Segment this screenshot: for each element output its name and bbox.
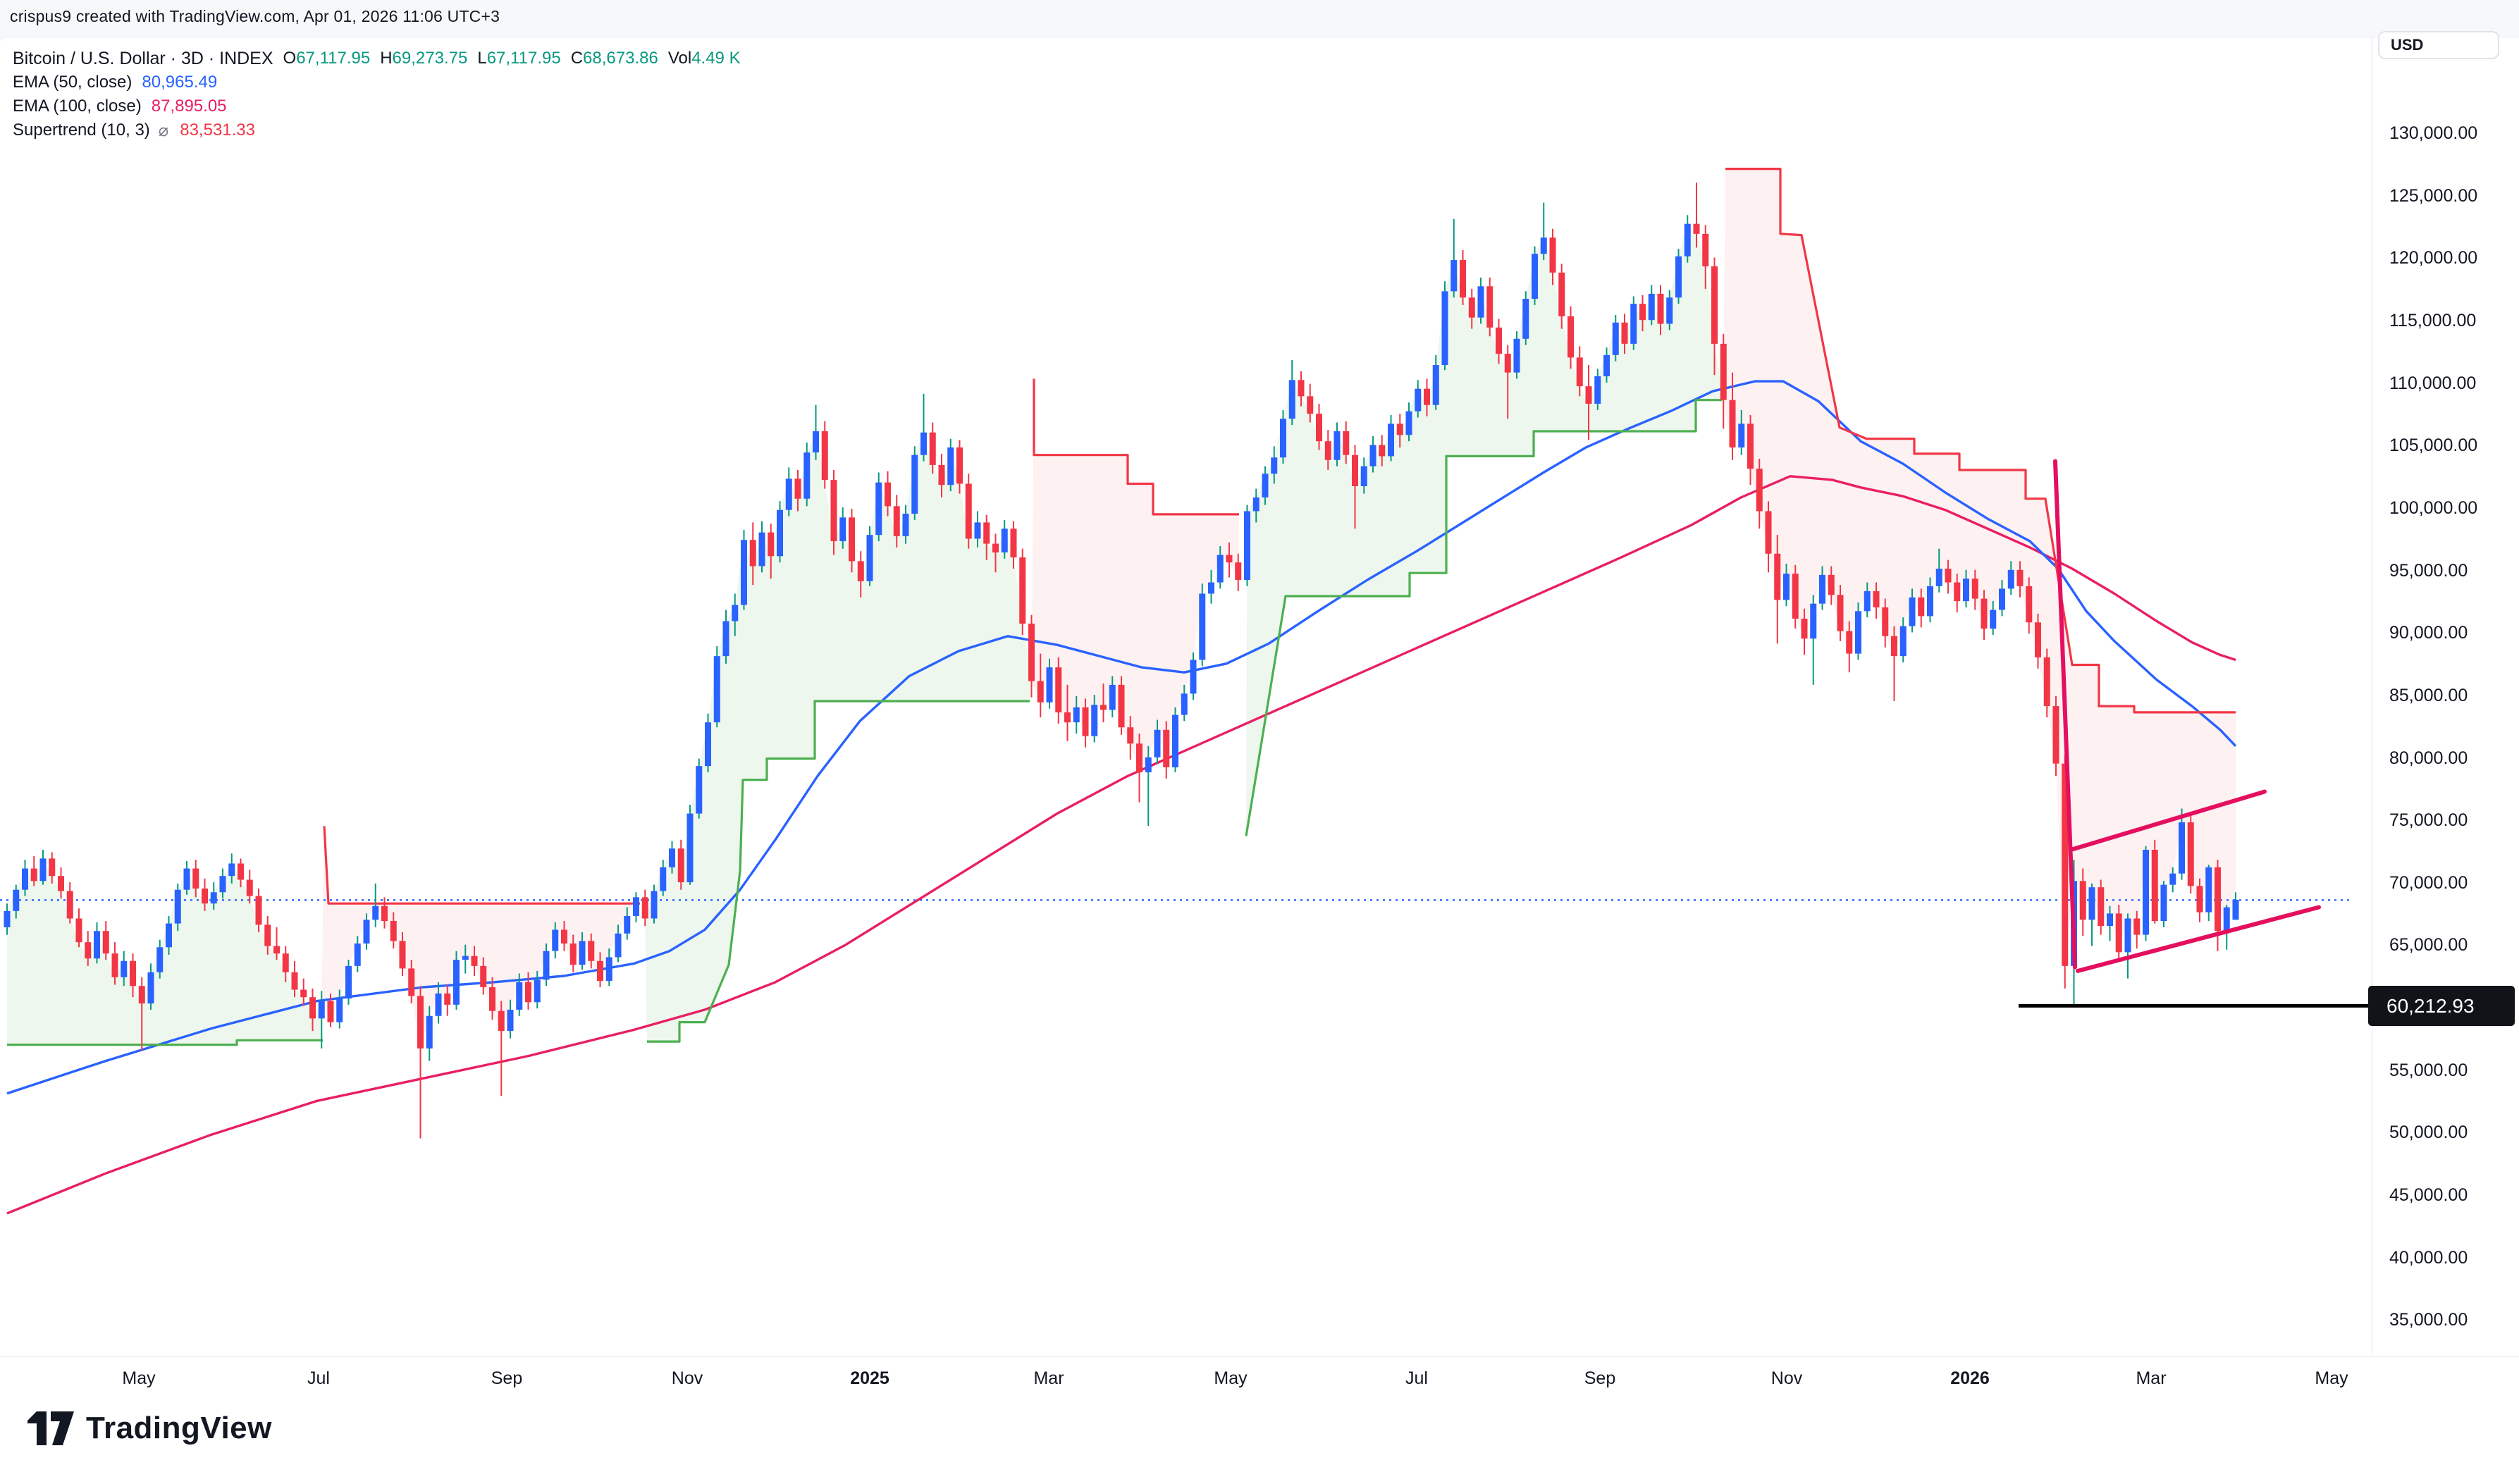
ema100-label: EMA (100, close) [13, 97, 142, 116]
x-axis-label: May [1214, 1368, 1248, 1388]
x-axis-label: Sep [491, 1368, 523, 1388]
x-axis-label: May [122, 1368, 156, 1388]
drawing-layer [2019, 459, 2372, 1008]
y-axis-label: 105,000.00 [2389, 435, 2478, 456]
x-axis-label: Mar [2136, 1368, 2167, 1388]
tradingview-footer[interactable]: TradingView [27, 1411, 272, 1446]
y-axis-label: 65,000.00 [2389, 935, 2468, 956]
trendline-channel-upper [2071, 789, 2267, 852]
quote-volume: Vol4.49 K [667, 49, 741, 68]
y-axis-label: 35,000.00 [2389, 1310, 2468, 1330]
trendline-crash-line [2053, 459, 2077, 970]
trendline-channel-lower [2076, 905, 2321, 973]
y-axis-label: 55,000.00 [2389, 1060, 2468, 1080]
y-axis-label: 100,000.00 [2389, 497, 2478, 518]
quote-close: C68,673.86 [570, 49, 658, 68]
x-axis-label: 2025 [850, 1368, 889, 1388]
y-axis-label: 80,000.00 [2389, 748, 2468, 768]
x-axis-label: Nov [671, 1368, 703, 1388]
y-axis-label: 115,000.00 [2389, 310, 2477, 330]
y-axis-label: 75,000.00 [2389, 810, 2468, 831]
attribution-text: crispus9 created with TradingView.com, A… [10, 7, 500, 25]
supertrend-label: Supertrend (10, 3) [13, 120, 150, 140]
x-axis-label: Mar [1033, 1368, 1064, 1388]
tradingview-wordmark: TradingView [86, 1411, 272, 1445]
ema100-value: 87,895.05 [151, 97, 227, 116]
y-axis-label: 130,000.00 [2389, 123, 2478, 143]
y-axis-label: 70,000.00 [2389, 872, 2468, 893]
legend-ema50-row[interactable]: EMA (50, close) 80,965.49 [13, 70, 741, 94]
candles-layer [4, 183, 2239, 1139]
supertrend-fill-layer [7, 168, 2236, 1049]
x-axis-label: Nov [1770, 1368, 1803, 1388]
y-axis-label: 40,000.00 [2389, 1247, 2468, 1268]
currency-label: USD [2391, 36, 2424, 54]
supertrend-value: 83,531.33 [180, 120, 256, 140]
y-axis-label: 125,000.00 [2389, 185, 2478, 206]
y-axis-label: 90,000.00 [2389, 623, 2468, 643]
ema50-label: EMA (50, close) [13, 73, 133, 92]
quote-low: L67,117.95 [477, 49, 561, 68]
quote-high: H69,273.75 [380, 49, 468, 68]
x-axis-label: May [2315, 1368, 2348, 1388]
y-axis-label: 85,000.00 [2389, 685, 2468, 705]
ema100-line [6, 475, 2236, 1215]
diameter-icon: ⌀ [158, 120, 169, 140]
supertrend-line-layer [7, 168, 2236, 1046]
y-axis-label: 45,000.00 [2389, 1185, 2468, 1206]
ema50-value: 80,965.49 [142, 73, 218, 92]
tradingview-logo-icon [27, 1411, 74, 1445]
y-axis-label: 120,000.00 [2389, 248, 2478, 268]
legend-ema100-row[interactable]: EMA (100, close) 87,895.05 [13, 94, 741, 118]
currency-usd-button[interactable]: USD [2378, 31, 2499, 59]
x-axis-label: Jul [1405, 1368, 1428, 1388]
price-marker-label: 60,212.93 [2368, 986, 2515, 1027]
quote-open: O67,117.95 [283, 49, 371, 68]
x-axis-label: Jul [307, 1368, 330, 1388]
legend-supertrend-row[interactable]: Supertrend (10, 3) ⌀ 83,531.33 [13, 118, 741, 142]
symbol-title: Bitcoin / U.S. Dollar · 3D · INDEX [13, 48, 273, 68]
y-axis-label: 95,000.00 [2389, 560, 2468, 581]
y-axis-label: 50,000.00 [2389, 1123, 2468, 1143]
legend-symbol-row[interactable]: Bitcoin / U.S. Dollar · 3D · INDEX O67,1… [13, 47, 741, 70]
x-axis-label: Sep [1584, 1368, 1616, 1388]
legend: Bitcoin / U.S. Dollar · 3D · INDEX O67,1… [13, 47, 741, 142]
y-axis-label: 110,000.00 [2389, 373, 2477, 393]
x-axis-label: 2026 [1950, 1368, 1990, 1388]
